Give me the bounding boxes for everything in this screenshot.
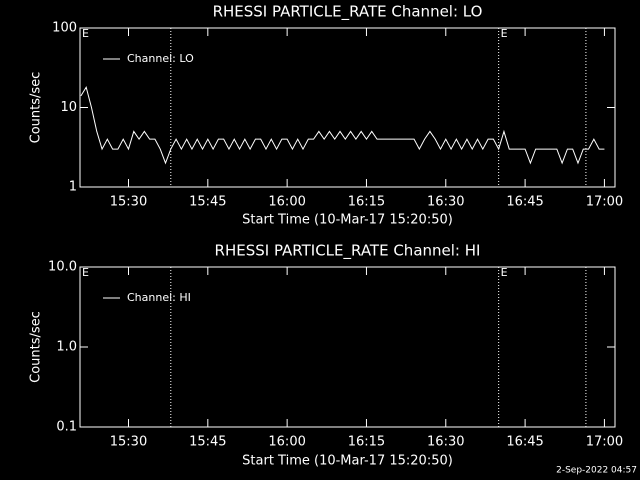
y-tick-label: 0.1 bbox=[56, 420, 77, 435]
data-line bbox=[80, 85, 605, 165]
chart-title: RHESSI PARTICLE_RATE Channel: LO bbox=[213, 3, 483, 22]
x-axis-label: Start Time (10-Mar-17 15:20:50) bbox=[242, 454, 453, 469]
annotation: E bbox=[82, 266, 89, 279]
y-tick-label: 1 bbox=[69, 180, 77, 195]
y-tick-label: 10 bbox=[60, 100, 77, 115]
x-tick-label: 16:15 bbox=[348, 195, 385, 210]
x-tick-label: 16:15 bbox=[348, 435, 385, 450]
x-tick-label: 15:30 bbox=[110, 195, 147, 210]
x-tick-label: 17:00 bbox=[586, 435, 623, 450]
x-tick-label: 16:00 bbox=[268, 435, 305, 450]
x-tick-label: 15:45 bbox=[189, 195, 226, 210]
legend-label: Channel: HI bbox=[127, 291, 191, 304]
x-tick-label: 16:45 bbox=[506, 195, 543, 210]
annotation: E bbox=[82, 27, 89, 40]
legend-label: Channel: LO bbox=[127, 52, 194, 65]
x-tick-label: 16:45 bbox=[506, 435, 543, 450]
y-tick-label: 100 bbox=[52, 21, 77, 36]
x-tick-label: 16:30 bbox=[427, 195, 464, 210]
x-axis-label: Start Time (10-Mar-17 15:20:50) bbox=[242, 213, 453, 228]
x-tick-label: 17:00 bbox=[586, 195, 623, 210]
footer: 2-Sep-2022 04:57 bbox=[556, 466, 637, 476]
x-tick-label: 16:00 bbox=[268, 195, 305, 210]
annotation: E bbox=[501, 266, 508, 279]
y-tick-label: 10.0 bbox=[48, 260, 77, 275]
x-tick-label: 15:30 bbox=[110, 435, 147, 450]
y-axis-label: Counts/sec bbox=[29, 311, 44, 383]
y-tick-label: 1.0 bbox=[56, 340, 77, 355]
x-tick-label: 16:30 bbox=[427, 435, 464, 450]
annotation: E bbox=[501, 27, 508, 40]
x-tick-label: 15:45 bbox=[189, 435, 226, 450]
y-axis-label: Counts/sec bbox=[29, 72, 44, 144]
chart-title: RHESSI PARTICLE_RATE Channel: HI bbox=[215, 242, 481, 261]
